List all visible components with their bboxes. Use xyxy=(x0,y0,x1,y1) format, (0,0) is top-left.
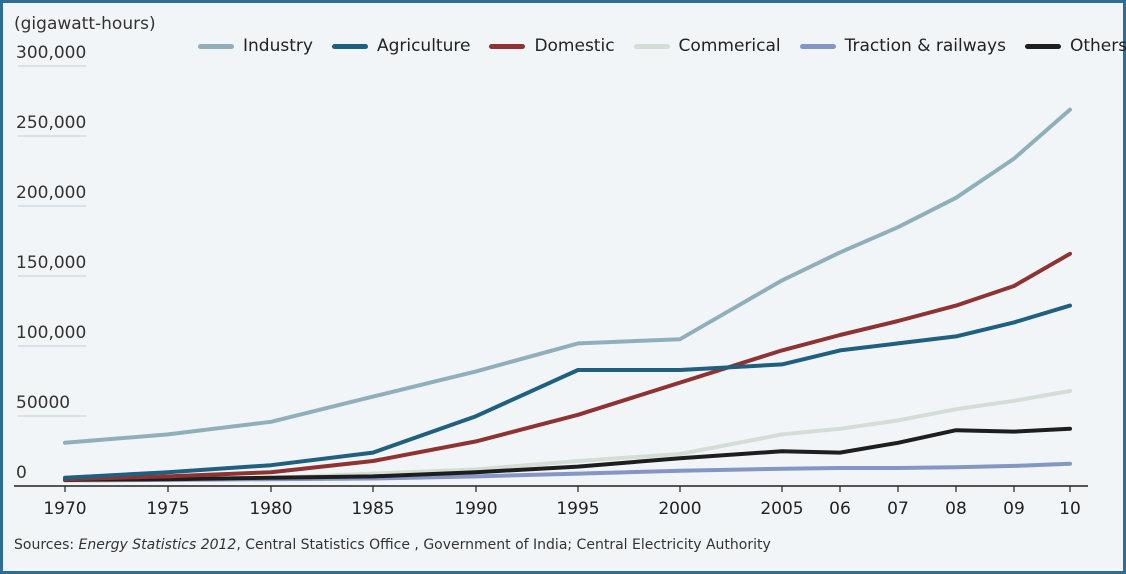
x-tick-label: 1975 xyxy=(146,499,189,519)
legend-swatch xyxy=(331,43,368,49)
x-tick-label: 1985 xyxy=(351,499,394,519)
x-tick-label: 2005 xyxy=(760,499,803,519)
source-note: Sources: Energy Statistics 2012, Central… xyxy=(14,537,771,553)
x-tick-label: 10 xyxy=(1059,499,1081,519)
legend-item-domestic: Domestic xyxy=(489,36,615,56)
y-tick-label: 50000 xyxy=(16,393,70,413)
legend-swatch xyxy=(633,43,670,49)
series-line-agriculture xyxy=(63,303,1072,480)
legend-item-commerical: Commerical xyxy=(633,36,781,56)
x-tick-label: 08 xyxy=(945,499,967,519)
x-tick-label: 07 xyxy=(887,499,909,519)
x-tick-label: 1980 xyxy=(249,499,292,519)
legend-swatch xyxy=(198,43,234,49)
y-tick-label: 150,000 xyxy=(16,253,86,273)
y-tick-label: 100,000 xyxy=(16,323,86,343)
legend-swatch xyxy=(489,43,526,49)
series-line-domestic xyxy=(63,251,1072,482)
legend-label: Commerical xyxy=(678,36,781,56)
legend-label: Others xyxy=(1069,36,1126,56)
series-line-industry xyxy=(63,107,1072,445)
y-tick-label: 250,000 xyxy=(16,113,86,133)
legend: Industry Agriculture Domestic Commerical Tra… xyxy=(198,36,1126,56)
x-tick-label: 06 xyxy=(829,499,851,519)
legend-swatch xyxy=(1024,43,1061,49)
legend-label: Industry xyxy=(243,36,313,56)
legend-item-industry: Industry xyxy=(198,36,313,56)
legend-item-traction-railways: Traction & railways xyxy=(799,36,1006,56)
x-tick-label: 2000 xyxy=(658,499,701,519)
source-rest: , Central Statistics Office , Government… xyxy=(236,537,771,553)
y-tick-label: 0 xyxy=(16,463,27,483)
legend-swatch xyxy=(799,43,836,49)
source-title: Energy Statistics 2012 xyxy=(78,537,237,553)
legend-item-others: Others xyxy=(1024,36,1126,56)
x-tick-label: 1995 xyxy=(556,499,599,519)
series-line-others xyxy=(63,426,1072,482)
legend-label: Traction & railways xyxy=(844,36,1006,56)
y-unit-label: (gigawatt-hours) xyxy=(14,14,156,34)
x-tick-label: 1990 xyxy=(454,499,497,519)
legend-label: Agriculture xyxy=(376,36,471,56)
legend-label: Domestic xyxy=(534,36,615,56)
y-tick-label: 200,000 xyxy=(16,183,86,203)
x-tick-label: 09 xyxy=(1003,499,1025,519)
y-tick-label: 300,000 xyxy=(16,43,86,63)
source-prefix: Sources: xyxy=(14,537,79,553)
legend-item-agriculture: Agriculture xyxy=(331,36,471,56)
x-tick-label: 1970 xyxy=(43,499,86,519)
